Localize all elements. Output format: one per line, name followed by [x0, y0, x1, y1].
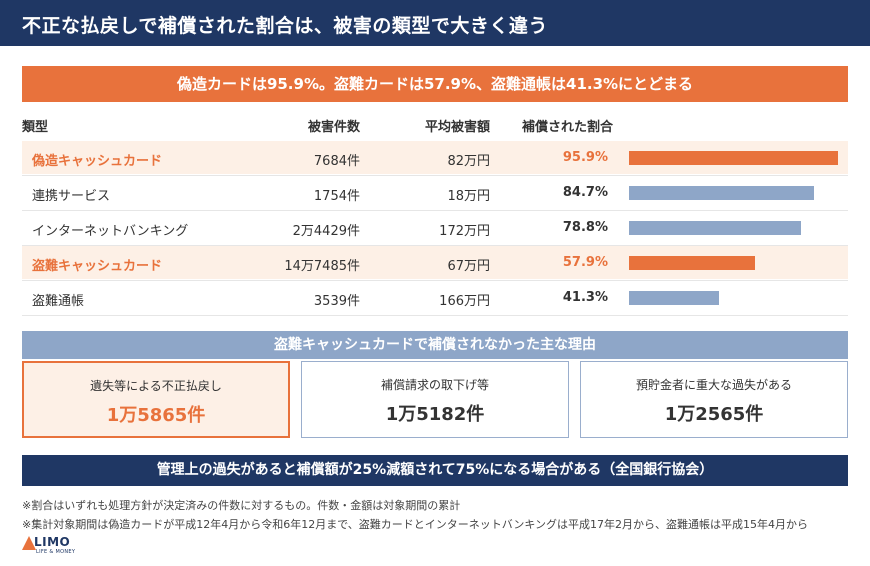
reason-label: 遺失等による不正払戻し: [90, 379, 222, 393]
row-pct-label: 78.8%: [562, 220, 608, 235]
table-row: インターネットバンキング 2万4429件 172万円 78.8%: [22, 211, 848, 244]
page-title: 不正な払戻しで補償された割合は、被害の類型で大きく違う: [0, 0, 870, 46]
reason-box-lost: 遺失等による不正払戻し 1万5865件: [22, 361, 290, 438]
row-divider: [22, 245, 848, 246]
reasons-title: 盗難キャッシュカードで補償されなかった主な理由: [22, 331, 848, 359]
row-divider: [22, 210, 848, 211]
header-pct: 補償された割合: [522, 120, 614, 135]
row-type: 偽造キャッシュカード: [32, 154, 163, 169]
row-type: インターネットバンキング: [32, 224, 189, 239]
reason-label: 預貯金者に重大な過失がある: [635, 378, 792, 392]
reason-box-negligence: 預貯金者に重大な過失がある 1万2565件: [580, 361, 848, 438]
row-count: 14万7485件: [284, 259, 360, 274]
bar: [629, 256, 756, 270]
row-pct-label: 95.9%: [562, 150, 608, 165]
row-count: 3539件: [313, 294, 360, 309]
bar: [629, 186, 814, 200]
table-row: 盗難キャッシュカード 14万7485件 67万円 57.9%: [22, 246, 848, 279]
logo-mark-icon: [22, 536, 36, 550]
row-avg: 67万円: [447, 259, 490, 274]
bar: [629, 151, 839, 165]
row-divider: [22, 175, 848, 176]
row-divider: [22, 315, 848, 316]
header-type: 類型: [22, 120, 49, 135]
row-count: 2万4429件: [292, 224, 360, 239]
header-avg: 平均被害額: [424, 120, 490, 135]
table-header: 類型 被害件数 平均被害額 補償された割合: [22, 108, 848, 140]
row-avg: 166万円: [439, 294, 490, 309]
reason-value: 1万5865件: [106, 405, 206, 426]
reason-box-withdrawn: 補償請求の取下げ等 1万5182件: [301, 361, 569, 438]
row-pct-label: 41.3%: [562, 290, 608, 305]
reason-label: 補償請求の取下げ等: [380, 378, 489, 392]
reason-value: 1万5182件: [385, 404, 485, 425]
row-avg: 82万円: [447, 154, 490, 169]
summary-banner: 偽造カードは95.9%。盗難カードは57.9%、盗難通帳は41.3%にとどまる: [22, 66, 848, 102]
limo-logo: LIMO LIFE & MONEY: [22, 534, 102, 558]
footnote-2: ※集計対象期間は偽造カードが平成12年4月から令和6年12月まで、盗難カードとイ…: [22, 518, 808, 531]
row-type: 盗難通帳: [32, 294, 85, 309]
bottom-banner: 管理上の過失があると補償額が25%減額されて75%になる場合がある（全国銀行協会…: [22, 455, 848, 486]
row-pct-label: 57.9%: [562, 255, 608, 270]
logo-subtext: LIFE & MONEY: [36, 549, 76, 555]
row-pct-label: 84.7%: [562, 185, 608, 200]
footnote-1: ※割合はいずれも処理方針が決定済みの件数に対するもの。件数・金額は対象期間の累計: [22, 499, 461, 512]
row-avg: 18万円: [447, 189, 490, 204]
bar: [629, 291, 720, 305]
table-row: 盗難通帳 3539件 166万円 41.3%: [22, 281, 848, 314]
row-type: 連携サービス: [32, 189, 111, 204]
bar: [629, 221, 801, 235]
row-count: 7684件: [313, 154, 360, 169]
row-count: 1754件: [313, 189, 360, 204]
reason-value: 1万2565件: [664, 404, 764, 425]
row-avg: 172万円: [439, 224, 490, 239]
table-row: 偽造キャッシュカード 7684件 82万円 95.9%: [22, 141, 848, 174]
table-row: 連携サービス 1754件 18万円 84.7%: [22, 176, 848, 209]
row-divider: [22, 280, 848, 281]
row-type: 盗難キャッシュカード: [32, 259, 163, 274]
header-count: 被害件数: [307, 120, 360, 135]
logo-text: LIMO: [34, 535, 71, 549]
